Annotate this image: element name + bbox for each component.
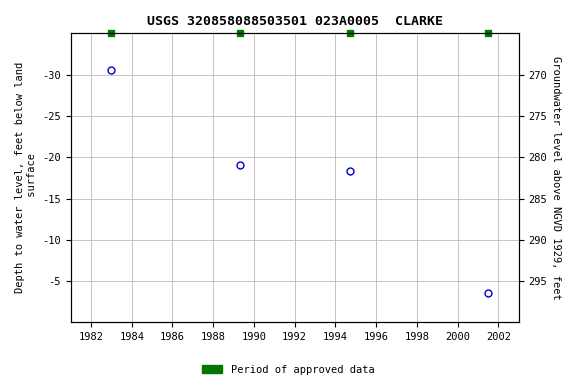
Legend: Period of approved data: Period of approved data [198, 361, 378, 379]
Y-axis label: Groundwater level above NGVD 1929, feet: Groundwater level above NGVD 1929, feet [551, 56, 561, 300]
Y-axis label: Depth to water level, feet below land
 surface: Depth to water level, feet below land su… [15, 62, 37, 293]
Title: USGS 320858088503501 023A0005  CLARKE: USGS 320858088503501 023A0005 CLARKE [147, 15, 442, 28]
